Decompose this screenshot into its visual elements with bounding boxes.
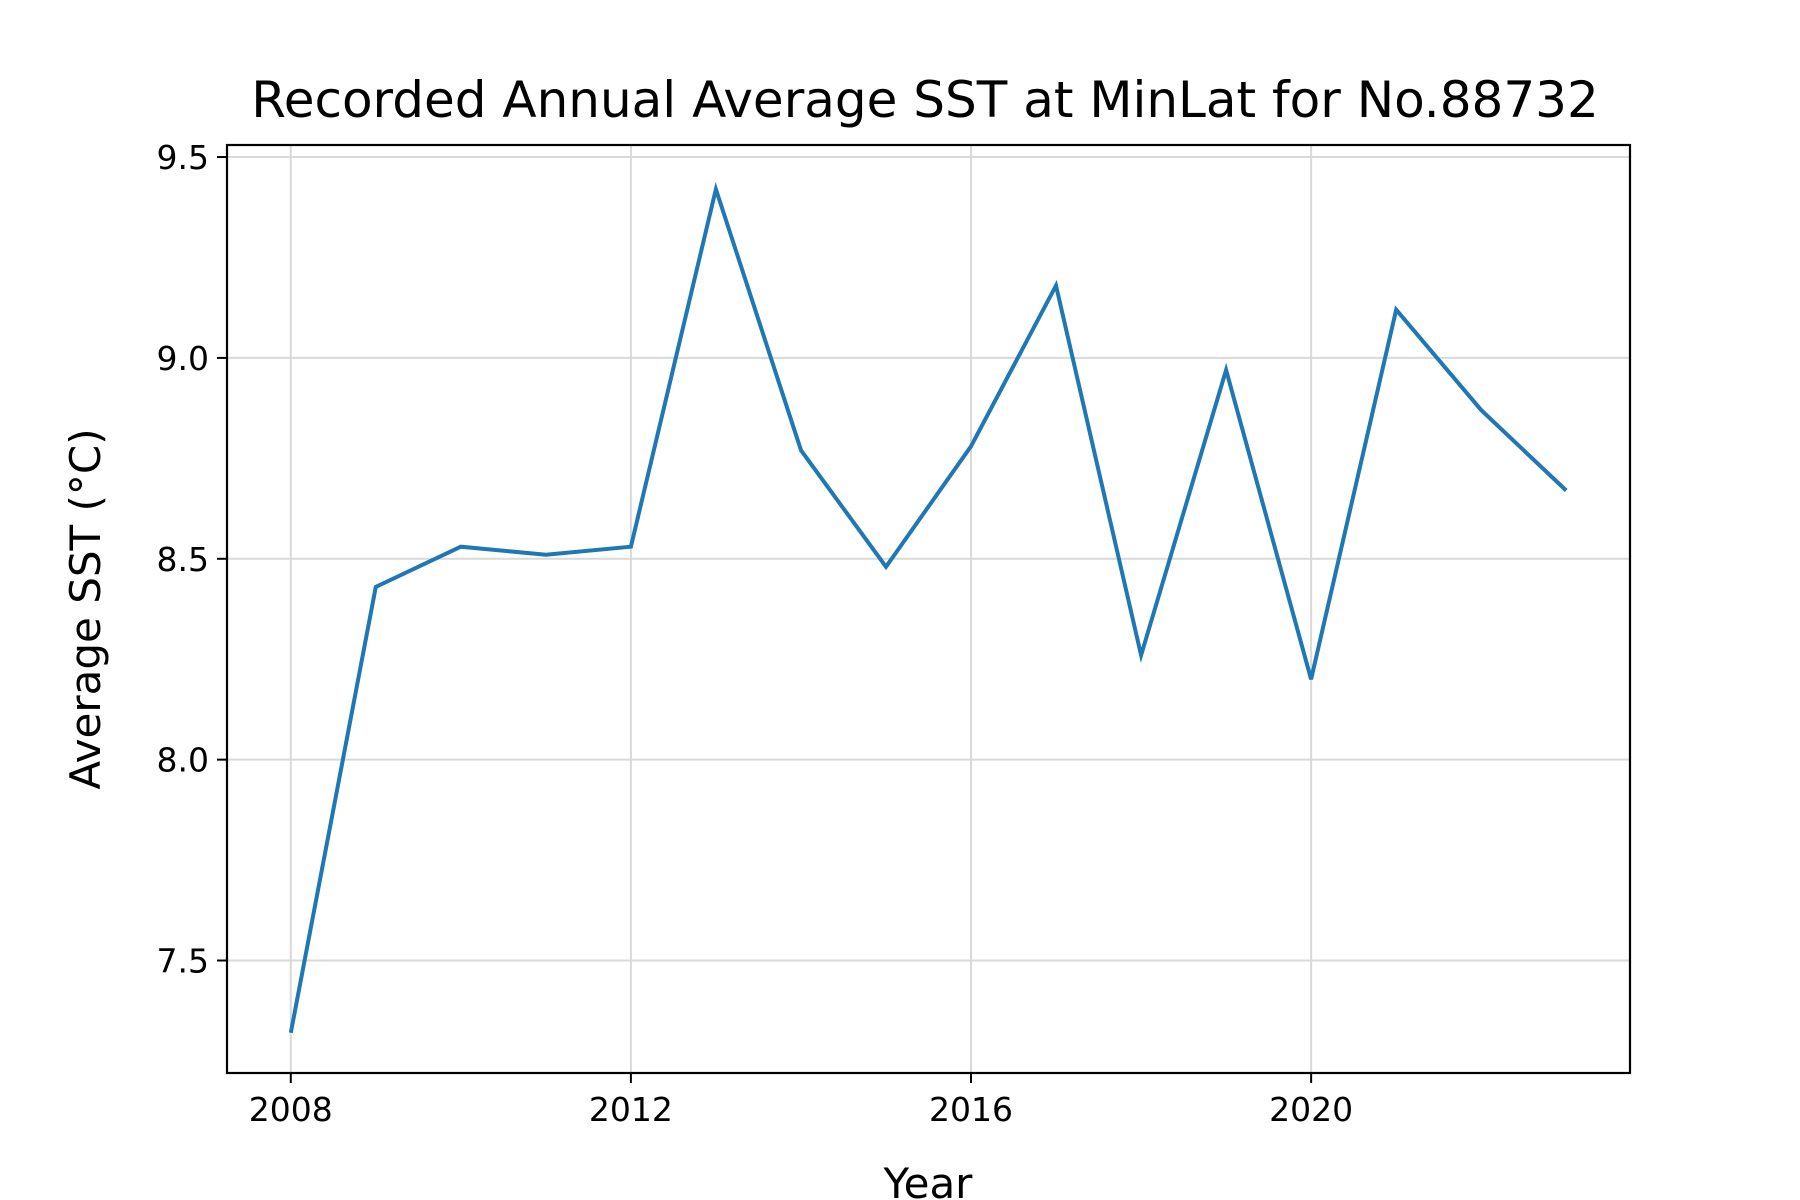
y-axis-label: Average SST (°C) <box>61 428 110 789</box>
series-line <box>288 181 1568 1034</box>
grid-lines <box>227 145 1630 1073</box>
x-axis: 2008 2012 2016 2020 <box>249 1073 1353 1129</box>
y-tick-label: 8.0 <box>157 741 209 780</box>
y-tick-label: 9.0 <box>157 339 209 378</box>
x-tick-label: 2020 <box>1269 1090 1353 1129</box>
series-layer <box>288 181 1568 1034</box>
plot-frame <box>225 143 1632 1075</box>
y-tick-label: 8.5 <box>157 540 209 579</box>
y-tick-label: 9.5 <box>157 138 209 177</box>
x-tick-label: 2008 <box>249 1090 333 1129</box>
x-tick-label: 2012 <box>589 1090 673 1129</box>
x-axis-label: Year <box>883 1159 974 1200</box>
y-axis: 7.5 8.0 8.5 9.0 9.5 <box>157 138 227 981</box>
chart-title: Recorded Annual Average SST at MinLat fo… <box>251 71 1599 129</box>
y-tick-label: 7.5 <box>157 942 209 981</box>
x-tick-label: 2016 <box>929 1090 1013 1129</box>
